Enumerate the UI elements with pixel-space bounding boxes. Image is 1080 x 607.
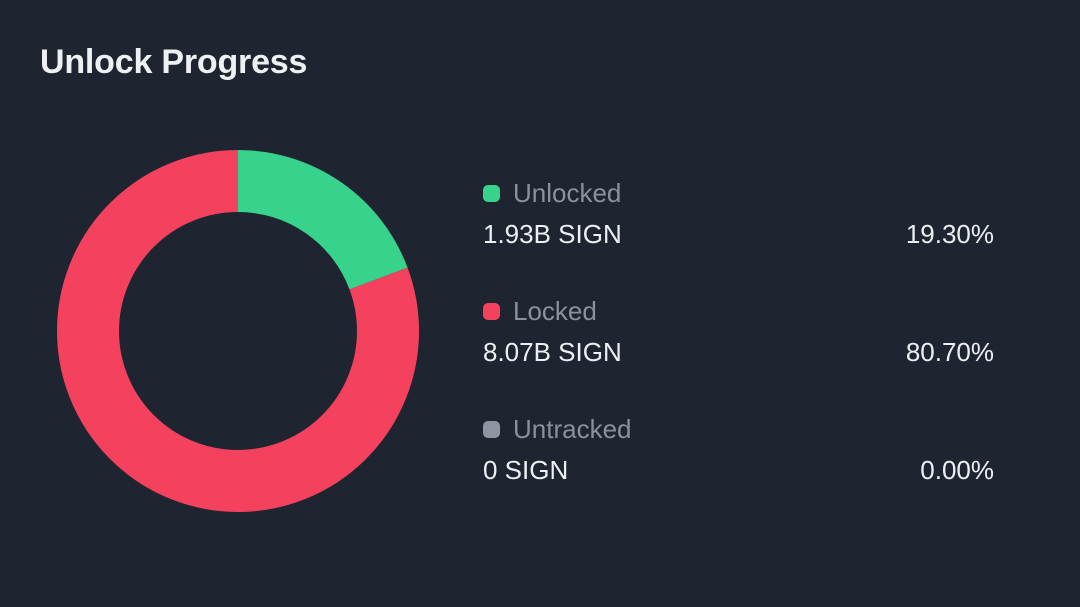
legend-item-locked: Locked 8.07B SIGN 80.70% <box>483 296 994 369</box>
legend-percent-locked: 80.70% <box>905 337 994 367</box>
legend-item-unlocked-header: Unlocked <box>483 178 994 208</box>
legend-value-locked: 8.07B SIGN <box>483 337 622 367</box>
legend-item-locked-header: Locked <box>483 296 994 326</box>
donut-chart[interactable] <box>56 149 420 513</box>
legend-label-locked: Locked <box>513 296 597 326</box>
legend-label-untracked: Untracked <box>513 414 632 444</box>
legend-label-unlocked: Unlocked <box>513 178 622 208</box>
legend-item-untracked-values: 0 SIGN 0.00% <box>483 453 994 487</box>
untracked-swatch-icon <box>483 420 500 438</box>
legend-item-locked-values: 8.07B SIGN 80.70% <box>483 335 994 369</box>
legend-item-unlocked: Unlocked 1.93B SIGN 19.30% <box>483 178 994 251</box>
donut-chart-svg <box>57 150 419 512</box>
locked-swatch-icon <box>483 302 500 320</box>
unlocked-swatch-icon <box>483 184 500 202</box>
legend-percent-untracked: 0.00% <box>920 455 994 485</box>
legend-value-unlocked: 1.93B SIGN <box>483 219 622 249</box>
legend-item-unlocked-values: 1.93B SIGN 19.30% <box>483 217 994 251</box>
legend-value-untracked: 0 SIGN <box>483 455 569 485</box>
legend-percent-unlocked: 19.30% <box>905 219 994 249</box>
legend-item-untracked: Untracked 0 SIGN 0.00% <box>483 414 994 487</box>
donut-segment-locked[interactable] <box>57 150 419 512</box>
chart-legend: Unlocked 1.93B SIGN 19.30% Locked 8.07B … <box>483 178 994 487</box>
page-title: Unlock Progress <box>40 43 308 81</box>
legend-item-untracked-header: Untracked <box>483 414 994 444</box>
